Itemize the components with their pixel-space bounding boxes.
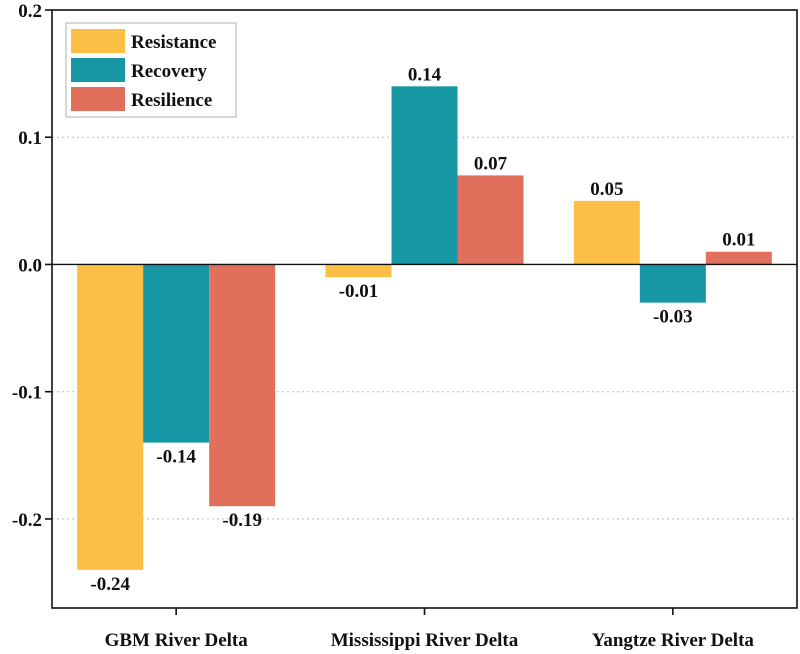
legend-label: Resistance: [131, 32, 216, 53]
y-tick-label: -0.1: [12, 383, 42, 404]
bar-resilience: [457, 175, 524, 265]
bars: [77, 86, 772, 570]
data-label: -0.24: [90, 574, 130, 595]
axes: 0.2 0.1 0.0 -0.1 -0.2 GBM River Delta Mississi…: [12, 1, 754, 651]
y-tick-label: 0.0: [18, 255, 42, 276]
legend-swatch-recovery: [71, 58, 125, 82]
data-label: 0.14: [408, 64, 442, 85]
category-label: Yangtze River Delta: [592, 630, 755, 651]
bar-recovery: [391, 86, 458, 265]
data-label: 0.07: [474, 153, 508, 174]
legend-swatch-resilience: [71, 87, 125, 111]
data-label: 0.05: [590, 179, 623, 200]
bar-recovery: [639, 264, 706, 303]
data-label: -0.01: [339, 281, 379, 302]
data-label: -0.03: [653, 307, 693, 328]
data-label: 0.01: [722, 230, 755, 251]
legend-label: Recovery: [131, 61, 207, 82]
data-label: -0.19: [222, 510, 262, 531]
data-label: -0.14: [156, 447, 196, 468]
bar-resilience: [705, 251, 772, 265]
legend-swatch-resistance: [71, 29, 125, 53]
category-label: Mississippi River Delta: [331, 630, 519, 651]
bar-resistance: [325, 264, 392, 278]
legend-label: Resilience: [131, 90, 212, 111]
legend: Resistance Recovery Resilience: [65, 22, 237, 118]
bar-recovery: [143, 264, 210, 443]
y-tick-label: 0.1: [18, 128, 42, 149]
bar-resistance: [573, 200, 640, 265]
bar-resilience: [209, 264, 276, 507]
y-tick-label: -0.2: [12, 510, 42, 531]
data-labels: -0.24 -0.14 -0.19 -0.01 0.14 0.07 0.05 -0.03 0.0…: [90, 64, 755, 594]
bar-resistance: [77, 264, 144, 570]
category-label: GBM River Delta: [105, 630, 249, 651]
y-tick-label: 0.2: [18, 1, 42, 22]
